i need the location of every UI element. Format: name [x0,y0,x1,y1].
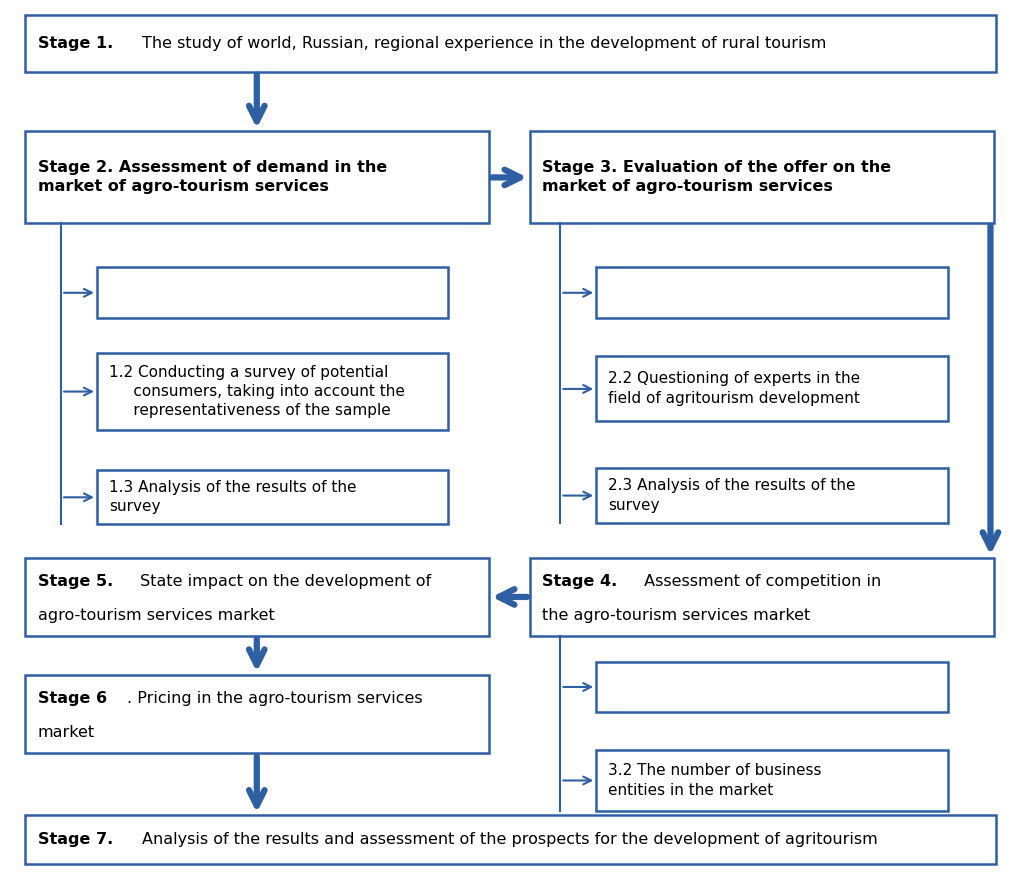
FancyBboxPatch shape [596,468,948,523]
Text: 1.2 Conducting a survey of potential
     consumers, taking into account the
   : 1.2 Conducting a survey of potential con… [109,364,405,419]
FancyBboxPatch shape [596,267,948,318]
FancyBboxPatch shape [596,356,948,421]
Text: 3.2 The number of business
entities in the market: 3.2 The number of business entities in t… [608,763,822,798]
Text: agro-tourism services market: agro-tourism services market [38,608,274,623]
Text: The study of world, Russian, regional experience in the development of rural tou: The study of world, Russian, regional ex… [142,36,826,51]
FancyBboxPatch shape [596,662,948,712]
Text: Assessment of competition in: Assessment of competition in [639,573,881,589]
FancyBboxPatch shape [97,267,448,318]
FancyBboxPatch shape [25,15,996,72]
FancyBboxPatch shape [25,558,489,636]
FancyBboxPatch shape [97,470,448,524]
Text: Stage 2. Assessment of demand in the
market of agro-tourism services: Stage 2. Assessment of demand in the mar… [38,160,387,194]
Text: Analysis of the results and assessment of the prospects for the development of a: Analysis of the results and assessment o… [142,832,877,847]
Text: Stage 6: Stage 6 [38,690,107,706]
Text: 1.3 Analysis of the results of the
survey: 1.3 Analysis of the results of the surve… [109,480,357,515]
Text: Stage 4.: Stage 4. [542,573,618,589]
FancyBboxPatch shape [25,131,489,223]
Text: Stage 3. Evaluation of the offer on the
market of agro-tourism services: Stage 3. Evaluation of the offer on the … [542,160,892,194]
Text: . Pricing in the agro-tourism services: . Pricing in the agro-tourism services [127,690,423,706]
Text: 2.3 Analysis of the results of the
survey: 2.3 Analysis of the results of the surve… [608,478,856,513]
FancyBboxPatch shape [530,131,994,223]
FancyBboxPatch shape [97,353,448,430]
FancyBboxPatch shape [530,558,994,636]
Text: Stage 1.: Stage 1. [38,36,118,51]
Text: Stage 7.: Stage 7. [38,832,118,847]
Text: State impact on the development of: State impact on the development of [135,573,431,589]
Text: Stage 5.: Stage 5. [38,573,113,589]
Text: the agro-tourism services market: the agro-tourism services market [542,608,810,623]
Text: 2.2 Questioning of experts in the
field of agritourism development: 2.2 Questioning of experts in the field … [608,371,860,406]
Text: market: market [38,725,95,740]
FancyBboxPatch shape [25,815,996,864]
FancyBboxPatch shape [596,750,948,811]
FancyBboxPatch shape [25,675,489,753]
